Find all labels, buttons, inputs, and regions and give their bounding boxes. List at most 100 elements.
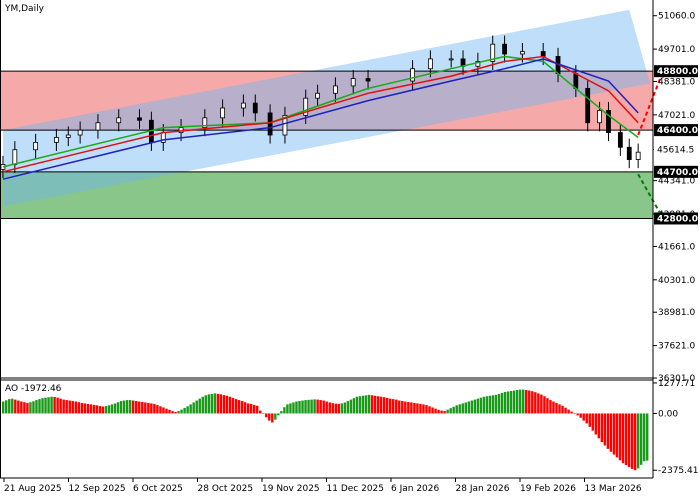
ao-bar (307, 399, 310, 414)
ma-line-2 (2, 55, 639, 173)
ao-bar (385, 397, 389, 414)
x-tick-label: 11 Dec 2025 (327, 484, 385, 494)
ao-bar (340, 403, 344, 414)
candle-body (252, 102, 258, 114)
ao-bar (286, 404, 289, 414)
ao-bar (512, 390, 516, 414)
candle (240, 94, 246, 117)
ao-bar (461, 403, 464, 414)
candle (282, 106, 288, 144)
ma-line-1 (2, 55, 639, 168)
x-tick-label: 6 Oct 2025 (133, 484, 183, 494)
ao-bar (425, 405, 428, 414)
ao-bar (116, 402, 120, 414)
ao-bar (213, 393, 217, 414)
candle-body (350, 78, 356, 87)
ao-bar (274, 413, 277, 420)
y-tick-label: 38981.0 (658, 308, 695, 318)
ao-bar (407, 401, 410, 414)
x-tick-label: 12 Sep 2025 (69, 484, 126, 494)
x-tick-label: 13 Mar 2026 (585, 484, 642, 494)
ao-bar (249, 403, 253, 414)
candle (53, 128, 59, 151)
ao-bar (446, 409, 449, 414)
ao-bar (546, 398, 549, 414)
ao-bar (379, 396, 383, 414)
ao-bar (17, 400, 20, 414)
candle-body (585, 87, 591, 124)
ao-bar (2, 401, 5, 414)
ao-bar (243, 402, 247, 414)
ao-bar (228, 396, 232, 414)
ao-bar (518, 389, 522, 414)
ao-bar (83, 403, 87, 414)
ao-bar (639, 413, 643, 465)
ao-bar (455, 405, 458, 414)
ao-bar (168, 409, 171, 414)
ao-bar (246, 403, 250, 414)
ao-bar (621, 413, 625, 464)
ao-bar (237, 400, 241, 414)
ao-bar (588, 413, 591, 427)
ao-bar (147, 402, 150, 414)
ao-bar (265, 413, 268, 418)
ao-bar (132, 400, 135, 414)
ao-bar (71, 401, 74, 414)
ao-y-tick-label: -2375.41 (658, 466, 698, 476)
candle-body (315, 92, 320, 99)
ao-bar (313, 399, 316, 414)
y-tick-label: 44341.0 (658, 177, 695, 187)
ao-bar (231, 397, 235, 414)
ao-bar (488, 395, 492, 414)
candle (333, 77, 338, 102)
ao-bar (561, 405, 564, 414)
candle-body (137, 117, 142, 121)
candle-body (303, 97, 309, 116)
ao-bar (295, 401, 298, 414)
candle (95, 114, 101, 139)
ao-bar (255, 405, 259, 414)
ao-bar (606, 413, 610, 449)
ao-bar (319, 400, 322, 414)
ao-bar (528, 390, 531, 414)
ao-bar (325, 401, 328, 414)
ao-bar (322, 400, 325, 414)
ao-bar (458, 404, 461, 414)
ao-bar (452, 406, 455, 414)
ao-bar (195, 400, 198, 414)
ao-bar (567, 409, 570, 414)
ao-bar (434, 408, 437, 414)
ao-bar (346, 401, 350, 414)
ao-bar (630, 413, 634, 469)
ao-bar (525, 390, 528, 414)
ao-bar (150, 403, 153, 414)
candle (626, 138, 632, 169)
ao-bar (11, 398, 14, 414)
ao-bar (473, 399, 477, 414)
candle-body (240, 102, 246, 109)
candle-body (12, 149, 18, 165)
candle (635, 143, 641, 169)
candle (585, 79, 591, 132)
y-tick-label: 51060.0 (658, 12, 695, 22)
ao-bar (159, 406, 162, 414)
ao-bar (262, 413, 265, 414)
y-tick-label: 37621.0 (658, 342, 695, 352)
ao-bar (50, 396, 53, 414)
x-tick-label: 28 Oct 2025 (198, 484, 254, 494)
ao-bar (258, 410, 262, 414)
y-tick-label: 47021.0 (658, 111, 695, 121)
candle (202, 109, 208, 137)
candle (502, 35, 507, 63)
ao-bar (440, 410, 443, 414)
level-label-1: 46400.0 (657, 126, 698, 136)
ao-bar (29, 402, 32, 414)
ao-bar (219, 394, 223, 414)
candle (65, 126, 71, 147)
ao-bar (113, 403, 117, 414)
ao-bar (413, 402, 416, 414)
y-tick-label: 49701.0 (658, 45, 695, 55)
ao-bar (177, 411, 180, 414)
candle (315, 84, 320, 107)
